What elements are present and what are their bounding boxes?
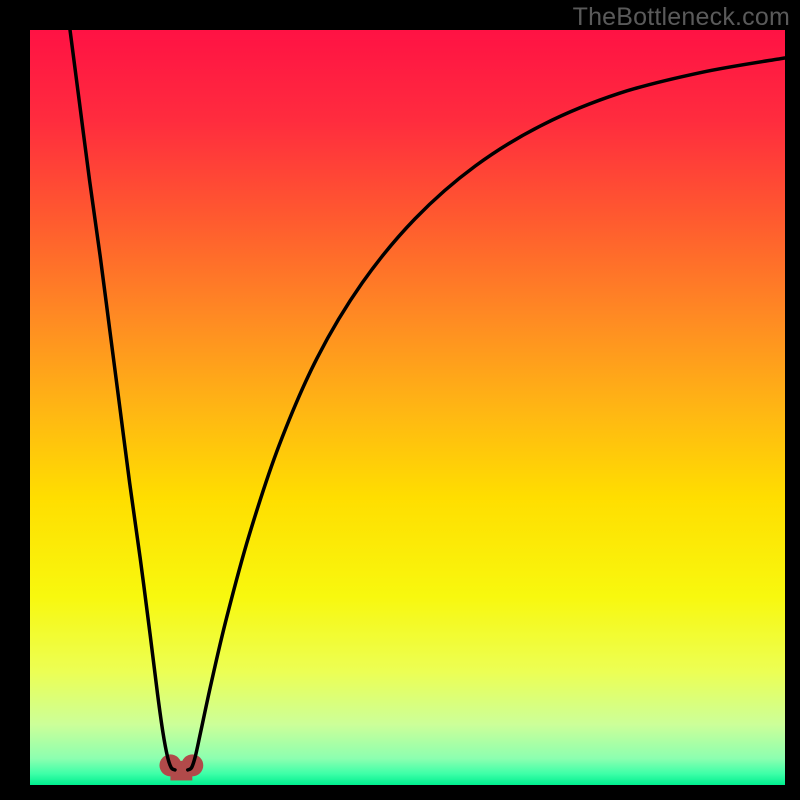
curve-right-branch — [188, 58, 785, 770]
curve-left-branch — [70, 30, 175, 770]
plot-area — [30, 30, 785, 785]
bottom-marker — [159, 754, 203, 780]
chart-curves — [30, 30, 785, 785]
watermark: TheBottleneck.com — [573, 3, 790, 32]
